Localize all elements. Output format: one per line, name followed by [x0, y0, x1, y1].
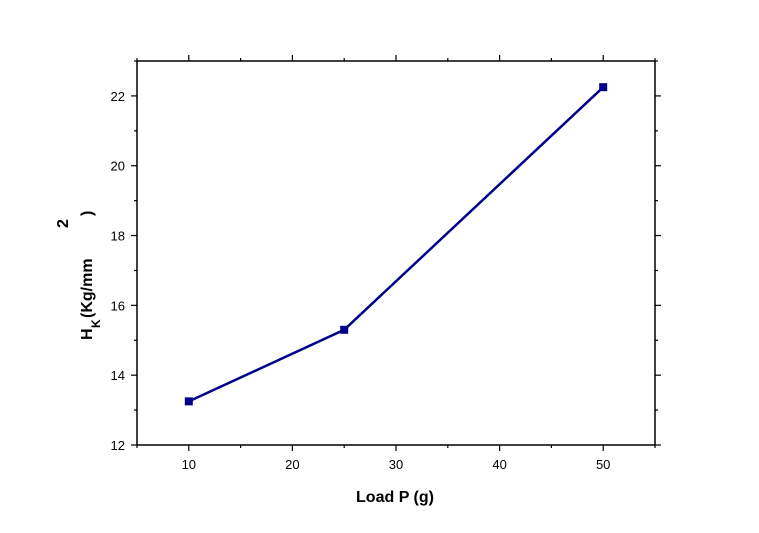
- x-axis-label: Load P (g): [356, 489, 434, 506]
- y-axis-label-subscript: K: [89, 319, 103, 328]
- y-axis-label-main: H: [79, 328, 96, 340]
- x-tick-label: 40: [492, 457, 506, 472]
- data-point: [184, 397, 193, 406]
- series-layer: [184, 83, 608, 406]
- y-axis-label-unit: (Kg/mm: [79, 258, 96, 318]
- y-tick-label: 20: [111, 159, 125, 174]
- plot-frame: [136, 60, 656, 446]
- x-tick-label: 50: [596, 457, 610, 472]
- y-tick-label: 12: [111, 438, 125, 453]
- y-axis-label-close: ): [79, 211, 96, 216]
- y-axis-label-superscript: 2: [55, 219, 72, 228]
- y-tick-label: 22: [111, 89, 125, 104]
- x-tick-label: 10: [182, 457, 196, 472]
- x-tick-label: 30: [389, 457, 403, 472]
- axes: 10 20 30 40 50 12 14 16 18 20 22: [111, 55, 661, 472]
- data-point: [340, 325, 349, 334]
- y-tick-label: 14: [111, 368, 125, 383]
- y-tick-label: 16: [111, 298, 125, 313]
- data-point: [599, 83, 608, 92]
- y-tick-label: 18: [111, 229, 125, 244]
- y-axis-label: H K (Kg/mm 2 ): [55, 211, 103, 340]
- x-tick-label: 20: [285, 457, 299, 472]
- series-line: [188, 86, 605, 403]
